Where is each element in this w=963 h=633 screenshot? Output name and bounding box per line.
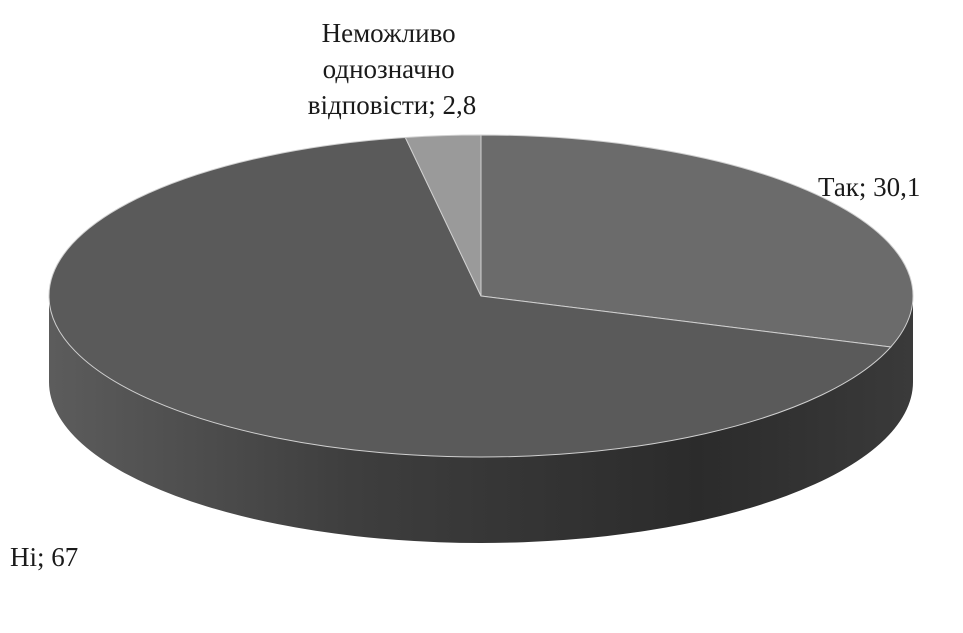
pie-slice-2 (404, 134, 482, 297)
slice-label-tak: Так; 30,1 (818, 172, 920, 202)
pie-sides (49, 296, 913, 543)
pie-labels: Так; 30,1 Ні; 67 Неможливо однозначно ві… (10, 18, 920, 572)
pie-slice-1 (48, 136, 892, 458)
pie-slices (48, 134, 914, 458)
slice-label-unsure: Неможливо однозначно відповісти; 2,8 (308, 18, 476, 120)
slice-label-unsure-line-2: однозначно (323, 54, 455, 84)
pie-side-wall (49, 296, 913, 543)
slice-label-ni: Ні; 67 (10, 542, 78, 572)
pie-slice-0 (480, 134, 914, 348)
slice-label-unsure-line-3: відповісти; 2,8 (308, 90, 476, 120)
slice-label-unsure-line-1: Неможливо (322, 18, 456, 48)
